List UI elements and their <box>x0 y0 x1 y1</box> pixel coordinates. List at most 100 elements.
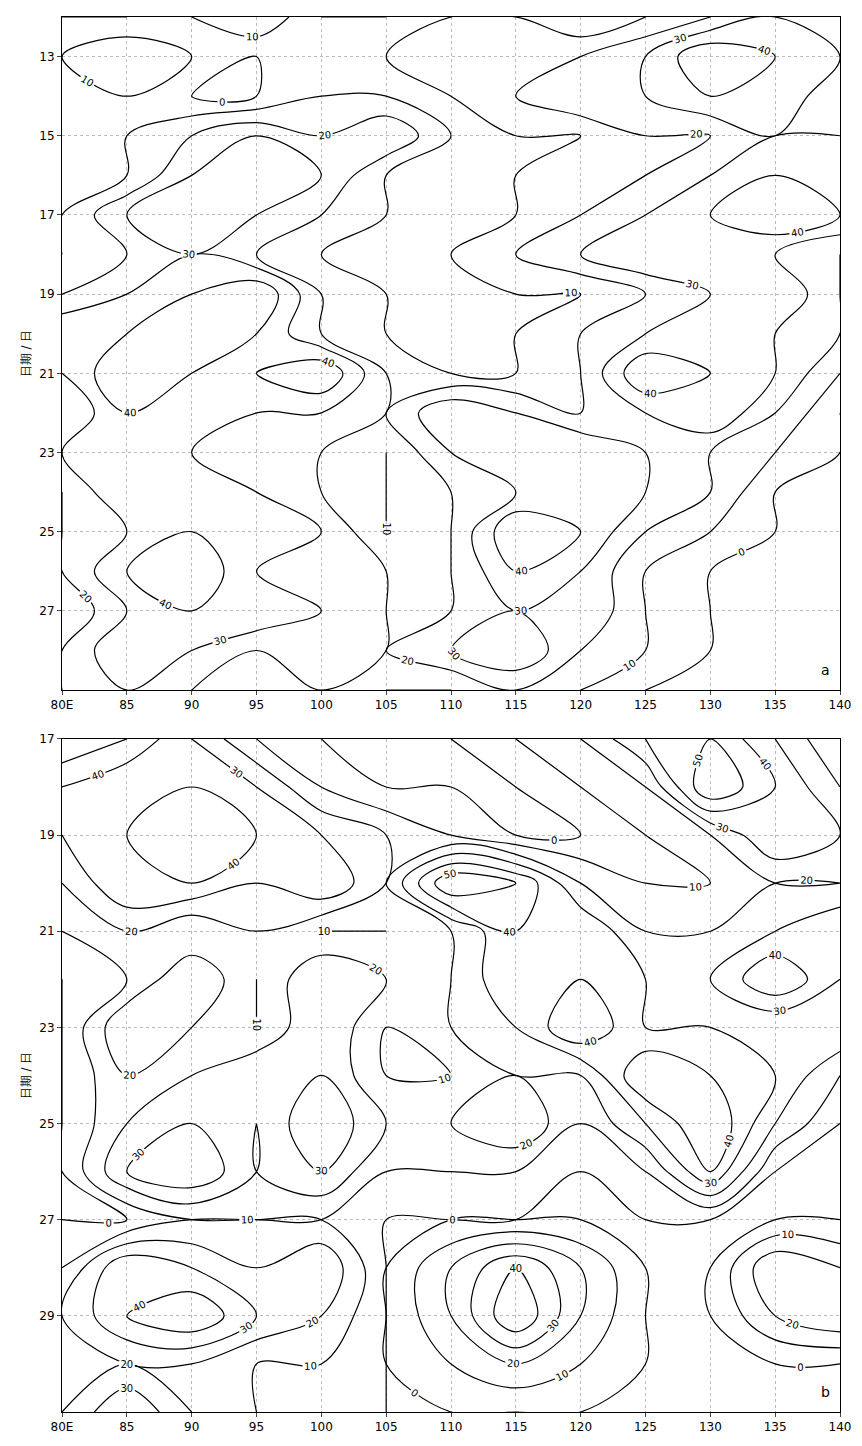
svg-text:17: 17 <box>39 732 54 746</box>
svg-text:30: 30 <box>315 1165 328 1176</box>
svg-text:40: 40 <box>644 388 657 399</box>
svg-text:0: 0 <box>737 546 747 559</box>
svg-text:125: 125 <box>634 1420 657 1434</box>
svg-text:15: 15 <box>39 129 54 143</box>
svg-text:115: 115 <box>504 698 527 712</box>
svg-text:0: 0 <box>409 1387 421 1400</box>
svg-text:50: 50 <box>443 867 458 880</box>
svg-text:b: b <box>821 1384 830 1400</box>
svg-text:130: 130 <box>699 698 722 712</box>
svg-text:85: 85 <box>119 698 134 712</box>
svg-text:125: 125 <box>634 698 657 712</box>
svg-text:20: 20 <box>690 128 703 140</box>
svg-text:140: 140 <box>829 698 852 712</box>
svg-text:17: 17 <box>39 208 54 222</box>
svg-text:20: 20 <box>518 1137 534 1152</box>
svg-text:日期 / 日: 日期 / 日 <box>19 1052 33 1100</box>
svg-text:20: 20 <box>123 1070 136 1081</box>
svg-text:10: 10 <box>251 1018 262 1031</box>
svg-text:20: 20 <box>77 588 94 605</box>
svg-text:30: 30 <box>545 1317 562 1334</box>
svg-text:23: 23 <box>39 446 54 460</box>
svg-text:10: 10 <box>241 1214 254 1225</box>
svg-text:40: 40 <box>757 755 773 772</box>
svg-text:30: 30 <box>238 1319 255 1335</box>
svg-text:20: 20 <box>367 961 384 977</box>
svg-text:40: 40 <box>757 43 773 57</box>
svg-text:20: 20 <box>125 926 138 938</box>
svg-text:23: 23 <box>39 1021 54 1035</box>
svg-text:30: 30 <box>182 248 196 260</box>
svg-text:115: 115 <box>504 1420 527 1434</box>
svg-text:10: 10 <box>781 1229 794 1240</box>
svg-text:21: 21 <box>39 367 54 381</box>
svg-text:105: 105 <box>375 1420 398 1434</box>
svg-text:0: 0 <box>551 835 557 846</box>
svg-text:30: 30 <box>514 605 528 617</box>
svg-text:25: 25 <box>39 1117 54 1131</box>
svg-text:120: 120 <box>569 698 592 712</box>
svg-text:100: 100 <box>310 1420 333 1434</box>
svg-text:85: 85 <box>119 1420 134 1434</box>
svg-text:a: a <box>821 662 830 678</box>
svg-text:80E: 80E <box>51 1420 74 1434</box>
svg-text:40: 40 <box>320 355 336 370</box>
svg-text:90: 90 <box>184 698 199 712</box>
svg-text:0: 0 <box>797 1362 803 1373</box>
svg-text:27: 27 <box>39 1213 54 1227</box>
svg-text:105: 105 <box>375 698 398 712</box>
svg-text:40: 40 <box>124 407 137 418</box>
svg-text:95: 95 <box>249 1420 264 1434</box>
svg-text:10: 10 <box>554 1368 570 1384</box>
svg-text:20: 20 <box>318 129 332 142</box>
svg-text:100: 100 <box>310 698 333 712</box>
svg-text:10: 10 <box>689 881 702 893</box>
svg-text:10: 10 <box>621 657 638 673</box>
svg-text:0: 0 <box>106 1218 112 1229</box>
svg-text:10: 10 <box>304 1360 317 1372</box>
svg-text:135: 135 <box>764 698 787 712</box>
svg-text:10: 10 <box>437 1071 453 1085</box>
svg-text:10: 10 <box>381 523 392 536</box>
svg-text:40: 40 <box>722 1133 736 1148</box>
svg-text:日期 / 日: 日期 / 日 <box>19 330 33 378</box>
svg-text:30: 30 <box>673 31 688 45</box>
svg-text:30: 30 <box>773 1005 787 1018</box>
svg-text:110: 110 <box>440 698 463 712</box>
svg-text:140: 140 <box>829 1420 852 1434</box>
svg-text:40: 40 <box>225 856 242 872</box>
svg-text:40: 40 <box>131 1298 147 1314</box>
svg-text:40: 40 <box>509 1263 522 1274</box>
svg-text:0: 0 <box>219 96 226 107</box>
svg-text:40: 40 <box>503 926 516 937</box>
svg-text:40: 40 <box>158 596 174 611</box>
svg-text:30: 30 <box>213 634 228 648</box>
svg-text:40: 40 <box>583 1035 598 1049</box>
svg-text:30: 30 <box>120 1383 133 1394</box>
svg-text:30: 30 <box>446 645 463 662</box>
svg-text:50: 50 <box>691 753 705 768</box>
svg-text:10: 10 <box>564 287 577 299</box>
svg-text:20: 20 <box>400 654 415 668</box>
svg-text:27: 27 <box>39 604 54 618</box>
svg-text:19: 19 <box>39 828 54 842</box>
svg-text:10: 10 <box>79 73 96 89</box>
svg-text:20: 20 <box>506 1358 520 1370</box>
svg-text:21: 21 <box>39 924 54 938</box>
svg-text:19: 19 <box>39 287 54 301</box>
svg-text:130: 130 <box>699 1420 722 1434</box>
svg-text:20: 20 <box>120 1359 133 1370</box>
svg-text:25: 25 <box>39 525 54 539</box>
svg-text:80E: 80E <box>51 698 74 712</box>
svg-text:30: 30 <box>704 1177 718 1189</box>
svg-text:10: 10 <box>318 926 331 937</box>
svg-text:20: 20 <box>304 1314 320 1330</box>
svg-text:20: 20 <box>800 875 813 886</box>
svg-text:90: 90 <box>184 1420 199 1434</box>
svg-text:110: 110 <box>440 1420 463 1434</box>
svg-text:95: 95 <box>249 698 264 712</box>
svg-text:135: 135 <box>764 1420 787 1434</box>
svg-text:0: 0 <box>449 1214 456 1225</box>
svg-text:29: 29 <box>39 1309 54 1323</box>
svg-text:30: 30 <box>130 1146 147 1163</box>
